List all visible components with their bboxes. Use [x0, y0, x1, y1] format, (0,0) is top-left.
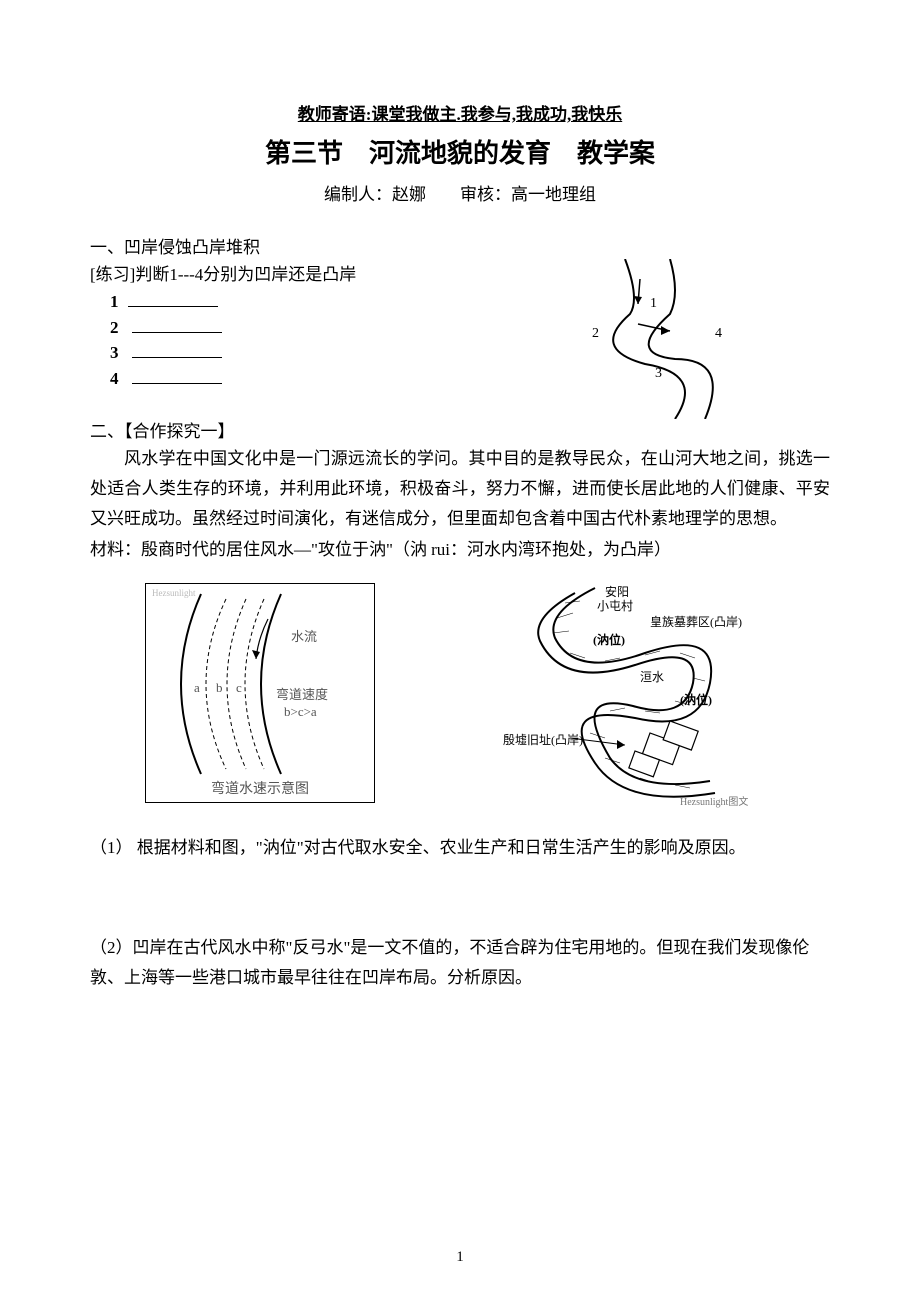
label-rui1: (汭位): [593, 631, 625, 648]
map-watermark: Hezsunlight图文: [680, 793, 748, 808]
river-diagram: 1 2 3 4: [530, 259, 750, 419]
figure-caption: 弯道水速示意图: [146, 778, 374, 798]
page-number: 1: [90, 1249, 830, 1266]
material-line: 材料：殷商时代的居住风水—"攻位于汭"（汭 rui：河水内湾环抱处，为凸岸）: [90, 535, 830, 565]
river-label-4: 4: [715, 326, 722, 341]
section2-heading: 二、【合作探究一】: [90, 417, 830, 442]
teacher-motto: 教师寄语:课堂我做主.我参与,我成功,我快乐: [90, 100, 830, 125]
bend-speed-figure: Hezsunlight a b c 水流 弯道速度 b>c>a 弯道水速示意图: [145, 583, 375, 803]
lesson-title: 第三节 河流地貌的发育 教学案: [90, 133, 830, 170]
label-a: a: [194, 680, 200, 696]
label-c: c: [236, 680, 242, 696]
blank-line: [132, 319, 222, 333]
byline: 编制人：赵娜 审核：高一地理组: [90, 180, 830, 205]
river-label-2: 2: [592, 326, 599, 341]
label-ruins: 殷墟旧址(凸岸): [503, 731, 583, 748]
blank-num: 2: [110, 315, 124, 341]
blank-line: [132, 344, 222, 358]
yinxu-map: 安阳 小屯村 皇族墓葬区(凸岸) (汭位) 洹水 (汭位) 殷墟旧址(凸岸) H…: [485, 583, 775, 813]
label-tomb: 皇族墓葬区(凸岸): [650, 613, 742, 630]
blank-num: 4: [110, 366, 124, 392]
label-bend: 弯道速度: [276, 684, 328, 703]
river-label-1: 1: [650, 296, 657, 311]
exercise-row: 1 2 3 4 1 2 3 4: [90, 289, 830, 391]
blank-line: [128, 293, 218, 307]
label-flow: 水流: [291, 626, 317, 645]
blank-num: 1: [110, 289, 124, 315]
blank-line: [132, 370, 222, 384]
label-huan: 洹水: [640, 668, 664, 685]
label-speed-rel: b>c>a: [284, 704, 317, 720]
label-b: b: [216, 680, 223, 696]
question-1: （1） 根据材料和图，"汭位"对古代取水安全、农业生产和日常生活产生的影响及原因…: [90, 833, 830, 863]
question-2: （2）凹岸在古代风水中称"反弓水"是一文不值的，不适合辟为住宅用地的。但现在我们…: [90, 933, 830, 993]
section2-para: 风水学在中国文化中是一门源远流长的学问。其中目的是教导民众，在山河大地之间，挑选…: [90, 444, 830, 533]
label-xiaotun: 小屯村: [597, 597, 633, 614]
section2: 二、【合作探究一】 风水学在中国文化中是一门源远流长的学问。其中目的是教导民众，…: [90, 417, 830, 565]
section1-heading: 一、凹岸侵蚀凸岸堆积: [90, 233, 830, 258]
label-rui2: (汭位): [680, 691, 712, 708]
river-label-3: 3: [655, 366, 662, 381]
blank-num: 3: [110, 340, 124, 366]
figures-row: Hezsunlight a b c 水流 弯道速度 b>c>a 弯道水速示意图: [90, 583, 830, 813]
